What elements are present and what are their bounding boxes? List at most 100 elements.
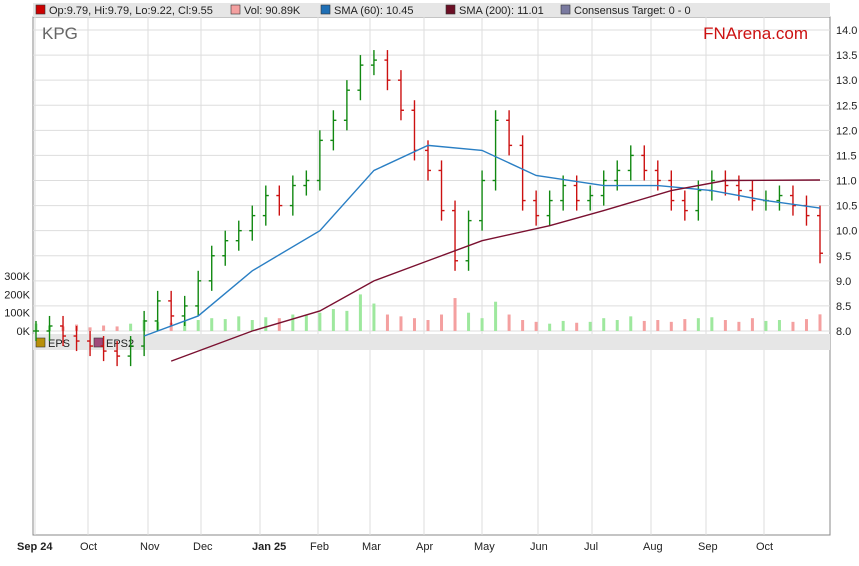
y-tick-label: 11.5	[836, 150, 857, 162]
ohlc-bar	[195, 270, 202, 316]
ohlc-bar	[330, 110, 337, 151]
ohlc-bar	[33, 320, 39, 342]
volume-bar	[764, 320, 768, 331]
volume-bar	[304, 315, 308, 331]
volume-bar	[210, 318, 214, 331]
x-tick-label: Oct	[80, 541, 97, 553]
volume-bar	[169, 322, 173, 331]
x-tick-label: Mar	[362, 541, 381, 553]
ohlc-bar	[506, 110, 513, 156]
legend-label: Vol: 90.89K	[244, 5, 301, 17]
ohlc-bar	[154, 290, 161, 331]
volume-bar	[196, 320, 200, 331]
volume-bar	[345, 310, 349, 331]
volume-bar	[696, 318, 700, 331]
y-tick-label: 10.5	[836, 201, 857, 213]
ohlc-bar	[776, 185, 783, 211]
ohlc-bar	[303, 170, 310, 196]
volume-bar	[615, 320, 619, 331]
ticker-label: KPG	[42, 24, 78, 43]
ohlc-bar	[222, 230, 229, 266]
volume-bar	[250, 320, 254, 331]
y-tick-label: 9.0	[836, 276, 851, 288]
y-tick-label: 13.5	[836, 50, 857, 62]
ohlc-bar	[546, 190, 553, 226]
ohlc-bar	[384, 50, 391, 91]
ohlc-bar	[127, 336, 134, 367]
ohlc-bar	[343, 80, 350, 131]
volume-bar	[453, 298, 457, 331]
ohlc-bar	[141, 310, 148, 357]
ohlc-bar	[425, 140, 431, 181]
y-tick-label: 8.5	[836, 301, 851, 313]
ohlc-bar	[735, 175, 742, 201]
ohlc-bar	[519, 135, 526, 211]
ohlc-bar	[600, 170, 607, 206]
ohlc-bar	[492, 110, 499, 191]
volume-bar	[494, 301, 498, 331]
ohlc-bar	[100, 336, 107, 362]
volume-bar	[440, 314, 444, 331]
ohlc-bar	[46, 315, 53, 342]
legend-label: EPS2	[106, 338, 134, 350]
ohlc-bar	[627, 145, 634, 181]
volume-tick-label: 300K	[4, 271, 30, 283]
volume-bar	[358, 294, 362, 331]
x-tick-label: Sep 24	[17, 541, 53, 553]
volume-bar	[669, 321, 673, 331]
volume-bar	[575, 322, 579, 331]
volume-tick-label: 100K	[4, 308, 30, 320]
ohlc-bar	[560, 175, 567, 211]
ohlc-bar	[533, 190, 540, 226]
volume-bar	[818, 314, 822, 331]
ohlc-bar	[208, 245, 215, 291]
y-tick-label: 14.0	[836, 25, 857, 37]
volume-bar	[683, 319, 687, 331]
legend-swatch	[35, 337, 46, 348]
volume-bar	[129, 323, 133, 331]
ohlc-bar	[397, 70, 404, 121]
x-tick-label: Apr	[416, 541, 433, 553]
ohlc-bar	[289, 175, 296, 216]
x-tick-label: Dec	[193, 541, 213, 553]
x-tick-label: Jan 25	[252, 541, 286, 553]
lower-legend-bar	[33, 334, 830, 350]
volume-bar	[710, 317, 714, 331]
volume-bar	[88, 327, 92, 331]
ohlc-bar	[73, 325, 80, 352]
volume-bar	[521, 320, 525, 331]
plot-area	[32, 16, 831, 536]
volume-bar	[561, 320, 565, 331]
volume-bar	[507, 314, 511, 331]
legend-label: Op:9.79, Hi:9.79, Lo:9.22, Cl:9.55	[49, 5, 213, 17]
legend-label: EPS	[48, 338, 70, 350]
y-tick-label: 8.0	[836, 326, 851, 338]
ohlc-bar	[357, 55, 364, 101]
volume-bar	[602, 318, 606, 331]
ohlc-bar	[87, 331, 94, 357]
ohlc-bar	[479, 170, 486, 231]
ohlc-bar	[276, 185, 283, 216]
volume-bar	[412, 318, 416, 331]
volume-bar	[548, 323, 552, 331]
x-tick-label: Feb	[310, 541, 329, 553]
volume-bar	[642, 320, 646, 331]
y-tick-label: 12.5	[836, 100, 857, 112]
x-tick-label: Jun	[530, 541, 548, 553]
legend-swatch	[560, 4, 571, 15]
volume-bar	[237, 316, 241, 331]
legend-swatch	[445, 4, 456, 15]
volume-bar	[656, 320, 660, 331]
volume-bar	[385, 314, 389, 331]
ohlc-bar	[452, 200, 459, 271]
ohlc-bar	[695, 180, 702, 221]
volume-bar	[723, 320, 727, 331]
ohlc-bar	[749, 180, 756, 211]
ohlc-bar	[370, 50, 377, 76]
volume-bar	[264, 317, 268, 331]
legend-label: Consensus Target: 0 - 0	[574, 5, 691, 17]
legend-swatch	[320, 4, 331, 15]
volume-tick-label: 0K	[17, 326, 31, 338]
